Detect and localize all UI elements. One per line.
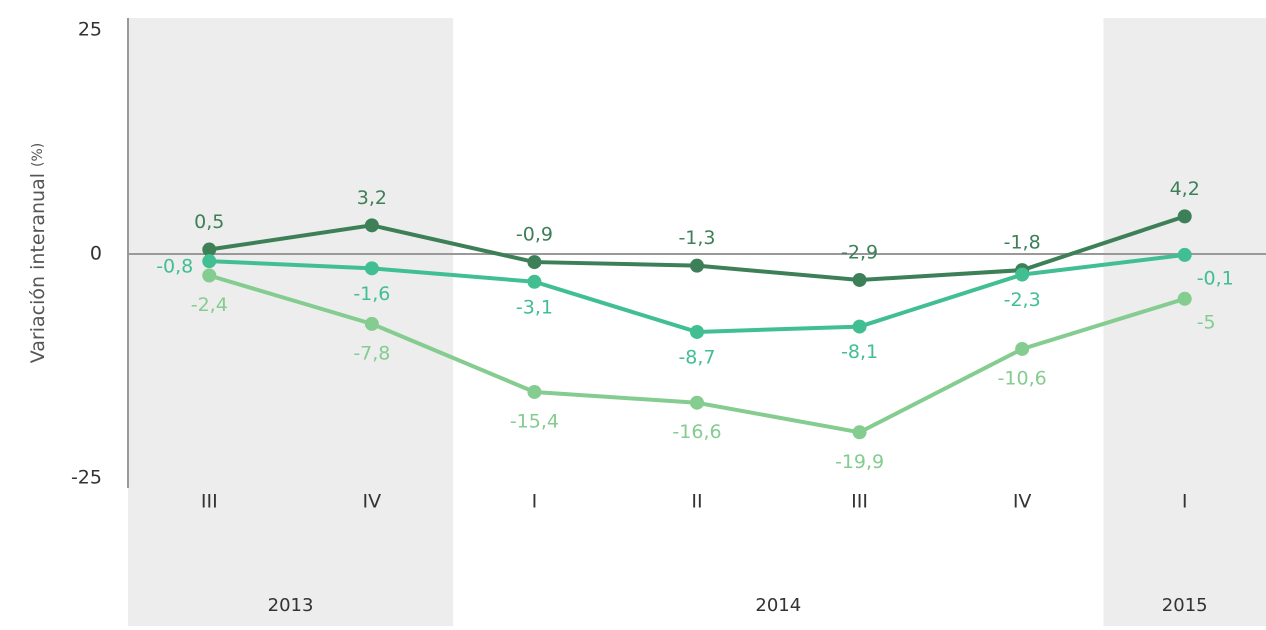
data-label: 4,2 — [1170, 178, 1200, 200]
data-label: -3,1 — [516, 296, 553, 318]
data-label: -0,8 — [156, 256, 193, 278]
year-label: 2013 — [268, 595, 314, 616]
data-point — [202, 242, 217, 257]
year-band — [1103, 18, 1266, 626]
data-point — [1015, 341, 1030, 356]
x-tick-label: II — [691, 491, 702, 513]
data-label: -1,3 — [678, 227, 715, 249]
data-point — [690, 258, 704, 273]
x-tick-label: I — [532, 491, 538, 513]
data-point — [1177, 209, 1192, 224]
backgrounds — [128, 18, 1266, 626]
y-label-unit: (%) — [30, 143, 46, 167]
year-label: 2015 — [1162, 595, 1208, 616]
data-point — [1015, 267, 1030, 282]
data-point — [1177, 247, 1192, 262]
x-tick-label: III — [201, 491, 218, 513]
y-label: Variación interanual — [27, 173, 49, 363]
x-tick-label: IV — [1013, 491, 1032, 513]
data-point — [852, 425, 867, 440]
data-label: -8,7 — [678, 346, 715, 368]
y-axis-label: Variación interanual (%) — [27, 143, 49, 364]
data-label: -10,6 — [998, 367, 1047, 389]
x-tick-label: III — [851, 491, 868, 513]
data-label: -16,6 — [672, 421, 721, 443]
data-point — [364, 218, 379, 233]
data-label: -1,8 — [1004, 232, 1041, 254]
data-label: -2,9 — [841, 241, 878, 263]
data-label: 0,5 — [194, 211, 224, 233]
data-point — [852, 319, 867, 334]
data-label: -7,8 — [353, 342, 390, 364]
data-label: -2,3 — [1004, 289, 1041, 311]
data-point — [690, 395, 704, 410]
data-label: -19,9 — [835, 451, 884, 473]
year-band — [128, 18, 454, 626]
y-tick-label: 0 — [90, 243, 102, 265]
x-tick-label: IV — [363, 491, 382, 513]
data-point — [690, 324, 704, 339]
data-label: 3,2 — [357, 187, 387, 209]
data-point — [527, 255, 542, 270]
data-label: -0,1 — [1197, 267, 1234, 289]
data-point — [852, 272, 867, 287]
data-label: -15,4 — [510, 410, 559, 432]
data-point — [527, 384, 542, 399]
data-point — [1177, 291, 1192, 306]
data-point — [364, 261, 379, 276]
data-point — [364, 316, 379, 331]
data-label: -5 — [1197, 311, 1216, 333]
data-point — [202, 254, 217, 269]
year-label: 2014 — [755, 595, 801, 616]
data-label: -2,4 — [191, 294, 228, 316]
x-tick-label: I — [1182, 491, 1188, 513]
data-label: -0,9 — [516, 224, 553, 246]
y-tick-label: 25 — [78, 19, 102, 41]
data-point — [202, 268, 217, 283]
data-label: -8,1 — [841, 341, 878, 363]
data-point — [527, 274, 542, 289]
data-label: -1,6 — [353, 283, 390, 305]
y-tick-label: -25 — [71, 467, 102, 489]
